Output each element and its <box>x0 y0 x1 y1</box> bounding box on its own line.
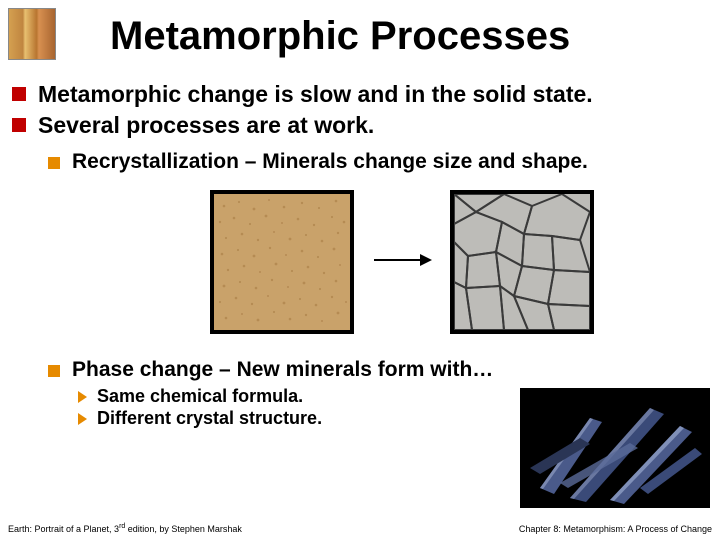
footer-left: Earth: Portrait of a Planet, 3rd edition… <box>8 523 242 534</box>
coarse-grain-image <box>450 190 594 334</box>
triangle-bullet-icon <box>78 391 87 403</box>
footer-text-post: edition, by Stephen Marshak <box>125 524 242 534</box>
bullet-text: Metamorphic change is slow and in the so… <box>38 80 593 109</box>
sub-bullet-row: Phase change – New minerals form with… <box>48 358 698 382</box>
main-bullet-list: Metamorphic change is slow and in the so… <box>12 80 702 142</box>
arrow-icon <box>372 250 432 275</box>
book-logo-icon <box>8 8 56 60</box>
sub-bullet-recrystallization: Recrystallization – Minerals change size… <box>48 150 698 174</box>
tertiary-text: Same chemical formula. <box>97 386 303 407</box>
square-bullet-icon <box>48 157 60 169</box>
bullet-row: Metamorphic change is slow and in the so… <box>12 80 702 109</box>
tertiary-text: Different crystal structure. <box>97 408 322 429</box>
recrystallization-figure <box>210 190 594 334</box>
sub-bullet-text: Phase change – New minerals form with… <box>72 358 493 382</box>
fine-grain-image <box>210 190 354 334</box>
triangle-bullet-icon <box>78 413 87 425</box>
sub-bullet-row: Recrystallization – Minerals change size… <box>48 150 698 174</box>
bullet-text: Several processes are at work. <box>38 111 374 140</box>
footer-right: Chapter 8: Metamorphism: A Process of Ch… <box>519 524 712 534</box>
square-bullet-icon <box>48 365 60 377</box>
slide-title: Metamorphic Processes <box>110 14 570 59</box>
square-bullet-icon <box>12 118 26 132</box>
kyanite-image <box>520 388 710 508</box>
bullet-row: Several processes are at work. <box>12 111 702 140</box>
sub-bullet-text: Recrystallization – Minerals change size… <box>72 150 588 174</box>
footer-text-pre: Earth: Portrait of a Planet, 3 <box>8 524 119 534</box>
square-bullet-icon <box>12 87 26 101</box>
